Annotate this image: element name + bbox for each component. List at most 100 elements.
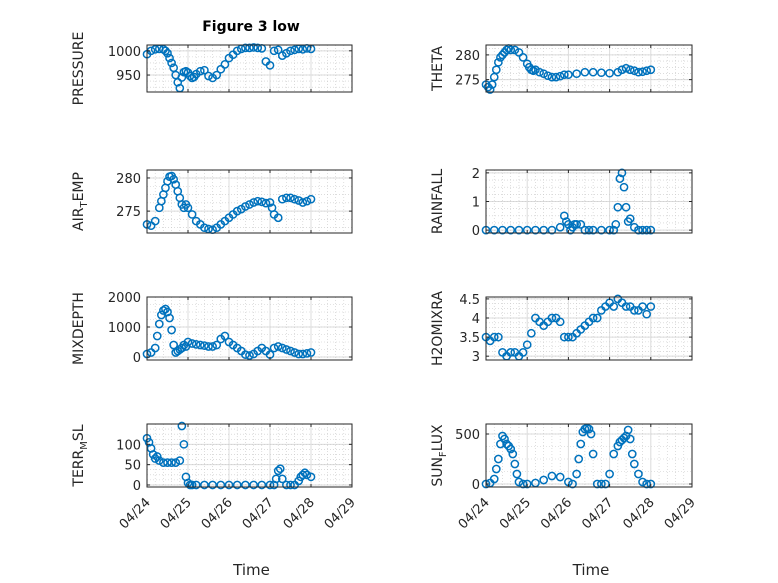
y-axis-label: SUNFLUX bbox=[430, 424, 449, 487]
data-point bbox=[200, 480, 209, 490]
data-point bbox=[555, 222, 565, 232]
data-point bbox=[286, 346, 295, 356]
data-point bbox=[512, 469, 522, 479]
data-point bbox=[547, 225, 557, 235]
data-point bbox=[576, 439, 586, 449]
data-point bbox=[551, 72, 561, 82]
data-point bbox=[555, 472, 565, 482]
data-point bbox=[183, 203, 193, 213]
plot-area bbox=[486, 45, 692, 92]
data-point bbox=[623, 425, 633, 435]
subplot-4: 0 1 2 RAINFALL bbox=[430, 167, 693, 239]
data-point bbox=[152, 452, 162, 461]
x-tick-label: 04/29 bbox=[662, 495, 699, 532]
data-point bbox=[619, 433, 629, 443]
subplot-8: 0 500 04/24 04/25 04/26 04/27 04/28 04/29 SUNFLU… bbox=[430, 423, 699, 579]
data-point bbox=[621, 63, 631, 73]
y-axis-label: RAINFALL bbox=[430, 169, 446, 234]
y-tick-label: 0 bbox=[472, 224, 480, 239]
data-point bbox=[576, 220, 586, 229]
x-axis-label: Time bbox=[232, 561, 270, 579]
data-point bbox=[167, 325, 176, 335]
data-point bbox=[489, 225, 499, 235]
data-point bbox=[642, 479, 652, 489]
data-point bbox=[191, 340, 201, 349]
data-point bbox=[564, 332, 573, 342]
data-point bbox=[195, 340, 205, 350]
data-point bbox=[241, 202, 250, 211]
data-point bbox=[277, 343, 287, 353]
data-point bbox=[605, 68, 614, 78]
axes-frame bbox=[485, 44, 693, 93]
data-point bbox=[152, 331, 162, 341]
x-tick-label: 04/25 bbox=[497, 495, 534, 532]
data-point bbox=[514, 225, 524, 235]
subplot-7: 0 50 100 04/24 04/25 04/26 04/27 04/28 04/29 TERR… bbox=[71, 421, 359, 579]
y-tick-label: 275 bbox=[455, 74, 480, 89]
axes-frame bbox=[485, 296, 693, 361]
data-point bbox=[191, 480, 201, 490]
data-point bbox=[159, 306, 168, 315]
data-point bbox=[271, 474, 281, 484]
data-point bbox=[601, 479, 610, 489]
subplot-1: 950 1000 PRESSURE bbox=[71, 32, 353, 106]
data-point bbox=[171, 458, 181, 467]
y-tick-label: 3.5 bbox=[459, 331, 480, 346]
plot-area bbox=[147, 424, 352, 487]
data-point bbox=[642, 225, 652, 235]
data-point bbox=[514, 477, 524, 487]
data-point bbox=[169, 174, 178, 184]
data-point bbox=[282, 480, 291, 490]
x-tick-label: 04/24 bbox=[456, 495, 493, 532]
data-point bbox=[539, 225, 549, 235]
data-point bbox=[302, 349, 312, 358]
data-point bbox=[611, 220, 621, 229]
data-point bbox=[615, 174, 625, 183]
data-point bbox=[154, 319, 164, 329]
data-point bbox=[539, 69, 549, 79]
y-axis-label: PRESSURE bbox=[71, 32, 87, 106]
y-tick-label: 100 bbox=[116, 438, 141, 453]
data-point bbox=[646, 65, 656, 75]
x-tick-label: 04/27 bbox=[579, 495, 616, 532]
data-point bbox=[638, 477, 647, 487]
data-point bbox=[502, 45, 511, 55]
data-point bbox=[302, 470, 312, 480]
data-point bbox=[605, 225, 614, 235]
data-point bbox=[150, 454, 160, 463]
data-point bbox=[646, 479, 656, 489]
y-tick-label: 1000 bbox=[108, 321, 141, 336]
data-point bbox=[179, 439, 189, 449]
data-point bbox=[187, 210, 197, 219]
data-point bbox=[609, 449, 619, 459]
x-tick-label: 04/28 bbox=[281, 495, 318, 532]
data-point bbox=[175, 456, 185, 465]
data-point bbox=[588, 67, 598, 77]
data-point bbox=[165, 53, 174, 63]
data-point bbox=[568, 479, 577, 489]
data-point bbox=[163, 458, 172, 467]
figure-title: Figure 3 low bbox=[202, 19, 300, 35]
data-point bbox=[161, 46, 170, 56]
data-point bbox=[302, 196, 312, 206]
y-axis-label: H2OMIXRA bbox=[430, 291, 446, 366]
data-point bbox=[646, 302, 656, 311]
y-axis-label: AIRTEMP bbox=[71, 172, 90, 231]
data-point bbox=[518, 348, 528, 357]
data-point bbox=[531, 225, 540, 235]
data-point bbox=[580, 67, 590, 77]
data-point bbox=[224, 480, 234, 490]
data-point bbox=[588, 225, 598, 235]
data-point bbox=[629, 459, 639, 469]
data-point bbox=[572, 220, 581, 229]
y-tick-label: 1000 bbox=[108, 45, 141, 60]
x-tick-label: 04/24 bbox=[117, 495, 154, 532]
data-point bbox=[564, 70, 573, 80]
data-point bbox=[498, 225, 507, 235]
data-point bbox=[220, 331, 230, 341]
data-point bbox=[617, 168, 627, 178]
data-point bbox=[306, 348, 316, 357]
data-point bbox=[150, 343, 160, 353]
data-point bbox=[559, 70, 569, 80]
